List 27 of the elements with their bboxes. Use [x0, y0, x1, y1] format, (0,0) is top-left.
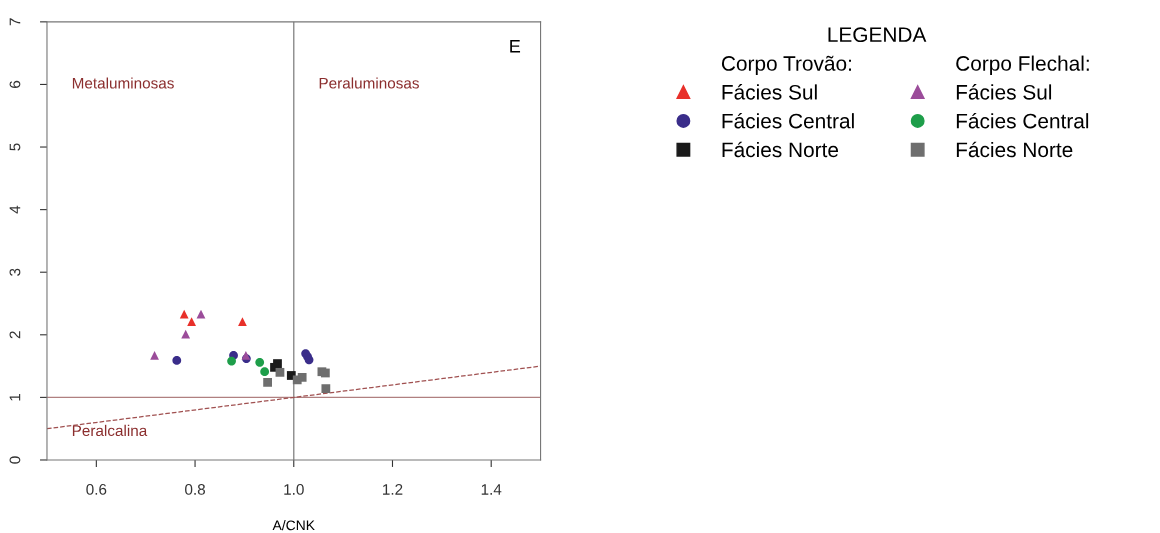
legend-label: Fácies Sul: [722, 84, 817, 100]
y-tick-label: 2: [9, 331, 21, 339]
x-axis-title: A/CNK: [272, 520, 315, 531]
annotation: E: [510, 40, 521, 53]
y-tick-label: 4: [9, 205, 21, 214]
y-tick-label: 1: [9, 393, 21, 401]
annotation: Metaluminosas: [72, 77, 174, 89]
y-tick-label: 0: [9, 456, 21, 464]
x-tick-label: 0.8: [185, 483, 206, 495]
legend-label: Fácies Central: [722, 112, 854, 129]
y-tick-label: 7: [9, 18, 21, 26]
legend-label: Fácies Sul: [956, 84, 1052, 100]
text: Corpo Flechal:: [956, 55, 1089, 75]
legend-label: Fácies Norte: [956, 141, 1073, 158]
text: Corpo Trovão:: [721, 55, 851, 75]
x-tick-label: 1.0: [284, 483, 304, 495]
x-tick-label: 0.6: [86, 483, 107, 495]
x-tick-label: 1.4: [481, 484, 502, 495]
annotation: Peraluminosas: [319, 77, 419, 89]
y-tick-label: 3: [9, 268, 21, 276]
legend-label: Fácies Central: [956, 112, 1089, 129]
y-tick-label: 6: [9, 80, 21, 88]
legend-title: LEGENDA: [828, 27, 927, 43]
x-tick-label: 1.2: [383, 483, 403, 495]
y-tick-label: 5: [9, 143, 21, 151]
legend-label: Fácies Norte: [722, 141, 839, 158]
annotation: Peralcalina: [72, 424, 148, 437]
